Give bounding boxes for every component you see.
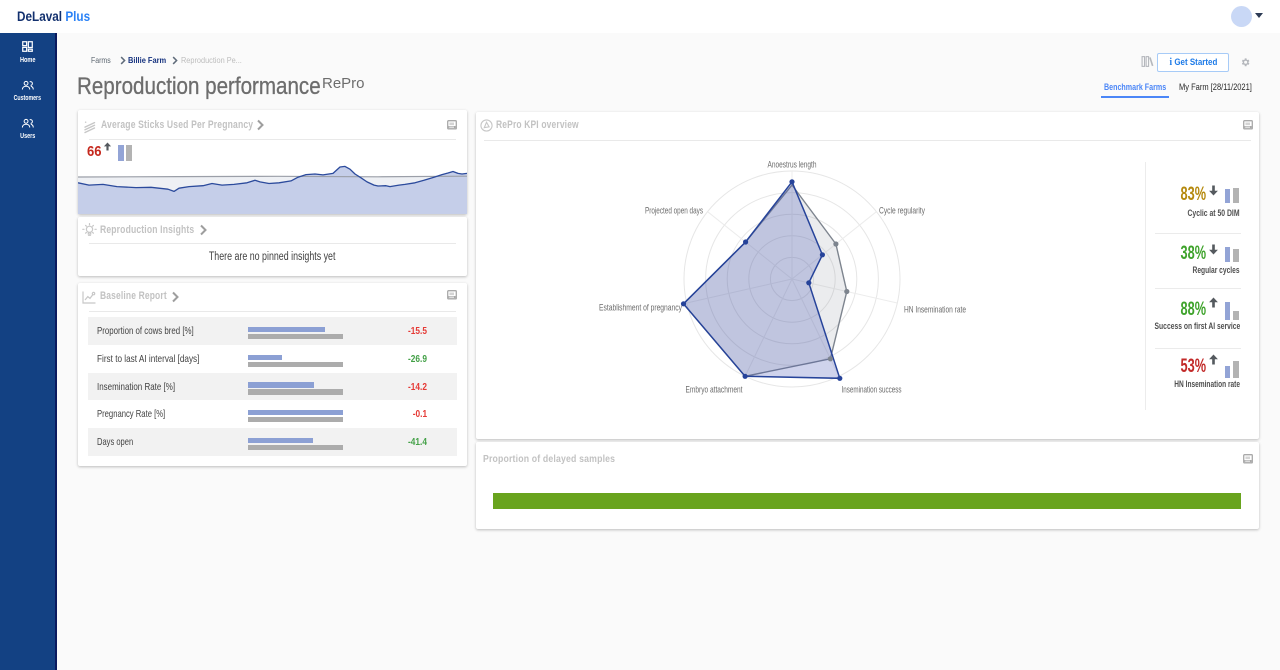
svg-text:Embryo attachment: Embryo attachment [686, 385, 743, 395]
svg-text:Insemination success: Insemination success [842, 385, 902, 395]
svg-text:HN Insemination rate: HN Insemination rate [904, 305, 966, 315]
svg-text:Anoestrus length: Anoestrus length [768, 160, 817, 170]
svg-text:Cycle regularity: Cycle regularity [879, 206, 925, 216]
svg-text:Establishment of pregnancy: Establishment of pregnancy [599, 303, 682, 313]
svg-text:Projected open days: Projected open days [645, 206, 703, 216]
